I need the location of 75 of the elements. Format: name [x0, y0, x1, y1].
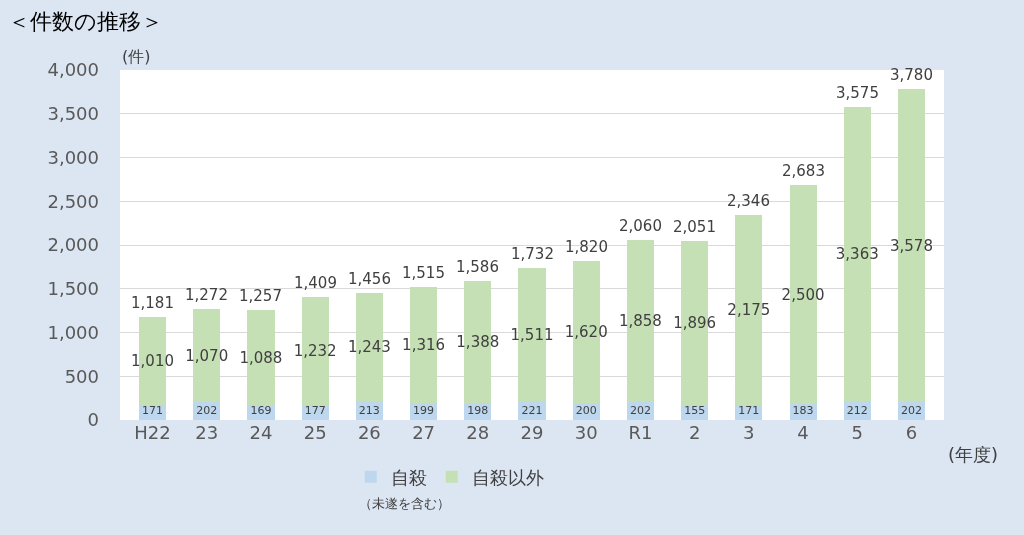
data-label: 171: [142, 404, 164, 417]
data-label: 202: [196, 404, 218, 417]
data-label: 155: [684, 404, 706, 417]
y-tick-label: 3,000: [47, 146, 99, 168]
y-tick-label: 1,500: [47, 278, 99, 300]
y-tick-label: 0: [87, 409, 99, 431]
data-label: 200: [575, 404, 597, 417]
total-label: 1,272: [185, 286, 228, 304]
total-label: 1,181: [131, 294, 174, 312]
data-label: 1,896: [673, 314, 717, 333]
data-label: 171: [738, 404, 760, 417]
total-label: 3,780: [890, 66, 933, 84]
y-tick-label: 3,500: [47, 103, 99, 125]
data-label: 1,858: [618, 312, 662, 331]
x-tick-label: 25: [303, 422, 327, 443]
data-label: 221: [521, 404, 543, 417]
total-label: 1,732: [511, 245, 554, 263]
x-tick-label: 3: [743, 422, 755, 443]
data-label: 1,316: [402, 336, 446, 355]
data-label: 1,620: [564, 322, 608, 341]
y-tick-label: 4,000: [47, 59, 99, 81]
data-label: 213: [358, 404, 380, 417]
data-label: 3,363: [835, 245, 879, 264]
y-tick-label: 2,000: [47, 234, 99, 256]
total-label: 1,820: [565, 238, 608, 256]
data-label: 1,388: [456, 332, 500, 351]
x-tick-label: 29: [520, 422, 544, 443]
x-tick-label: 28: [466, 422, 490, 443]
data-label: 202: [900, 404, 922, 417]
y-tick-label: 1,000: [47, 321, 99, 343]
legend-label: 自殺以外: [471, 466, 544, 488]
total-label: 1,409: [294, 274, 337, 292]
x-tick-label: 2: [688, 422, 701, 443]
x-tick-label: 24: [249, 422, 273, 443]
data-label: 3,578: [890, 236, 933, 255]
chart-title: ＜件数の推移＞: [8, 8, 164, 34]
total-label: 1,257: [239, 287, 282, 305]
data-label: 1,070: [185, 346, 229, 365]
data-label: 169: [250, 404, 272, 417]
total-label: 1,456: [348, 270, 391, 288]
total-label: 2,051: [673, 218, 716, 236]
data-label: 1,088: [239, 348, 283, 367]
data-label: 1,511: [510, 325, 554, 344]
total-label: 1,586: [456, 258, 499, 276]
data-label: 2,500: [781, 285, 825, 304]
data-label: 1,243: [347, 337, 391, 356]
x-tick-label: R1: [628, 422, 653, 443]
x-tick-label: H22: [134, 422, 171, 443]
legend-label: 自殺: [390, 466, 427, 488]
data-label: 1,232: [293, 341, 337, 360]
total-label: 3,575: [836, 84, 879, 102]
total-label: 2,683: [782, 162, 825, 180]
data-label: 198: [467, 404, 489, 417]
x-tick-label: 6: [905, 422, 918, 443]
text: （未遂を含む）: [359, 496, 450, 511]
x-tick-label: 26: [357, 422, 381, 443]
x-tick-label: 30: [574, 422, 598, 443]
x-tick-label: 23: [195, 422, 219, 443]
data-label: 2,175: [727, 300, 771, 319]
data-label: 202: [629, 404, 651, 417]
y-axis-title: (件): [122, 47, 151, 66]
data-label: 177: [304, 404, 326, 417]
data-label: 183: [792, 404, 814, 417]
data-label: 199: [413, 404, 435, 417]
data-label: 212: [846, 404, 868, 417]
total-label: 1,515: [402, 264, 445, 282]
x-tick-label: 4: [797, 422, 809, 443]
total-label: 2,346: [727, 192, 770, 210]
x-tick-label: 5: [851, 422, 863, 443]
y-tick-label: 2,500: [47, 190, 99, 212]
data-label: 1,010: [131, 351, 174, 370]
x-tick-label: 27: [412, 422, 436, 443]
y-tick-label: 500: [64, 365, 99, 387]
total-label: 2,060: [619, 217, 662, 235]
x-axis-title: (年度): [948, 444, 999, 465]
